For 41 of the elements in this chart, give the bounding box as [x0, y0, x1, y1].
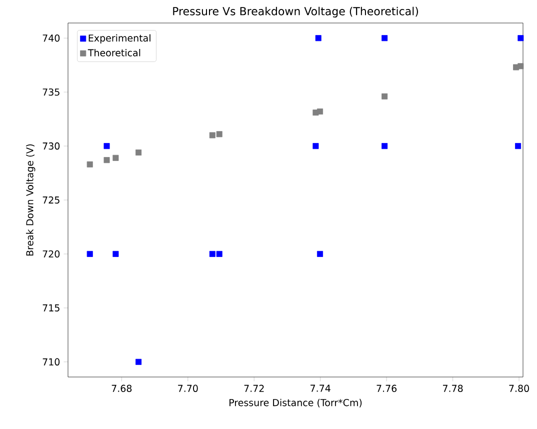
- point: [216, 131, 222, 138]
- point: [382, 143, 388, 150]
- y-tick-label: 735: [42, 88, 60, 96]
- y-tick-label: 720: [42, 250, 60, 258]
- x-axis-title: Pressure Distance (Torr*Cm): [230, 398, 362, 408]
- legend-label: Theoretical: [88, 49, 140, 56]
- point: [317, 250, 324, 257]
- point: [518, 35, 524, 42]
- point: [382, 35, 388, 42]
- point: [518, 63, 524, 70]
- point: [104, 143, 110, 150]
- point: [209, 132, 216, 138]
- y-tick-label: 740: [42, 34, 60, 42]
- y-tick-label: 710: [42, 358, 60, 366]
- legend-label: Experimental: [88, 34, 150, 44]
- point: [515, 143, 522, 150]
- point: [216, 250, 222, 257]
- chart-title: Pressure Vs Breakdown Voltage (Theoretical): [173, 6, 418, 18]
- y-axis-title: Break Down Voltage (V): [26, 144, 36, 256]
- y-tick-label: 725: [42, 196, 60, 204]
- point: [112, 250, 119, 257]
- x-tick-label: 7.76: [376, 384, 397, 392]
- x-tick-label: 7.74: [310, 384, 330, 392]
- x-tick-label: 7.78: [443, 384, 463, 392]
- x-tick-label: 7.80: [509, 384, 529, 392]
- point: [209, 250, 216, 257]
- point: [104, 157, 110, 164]
- point: [312, 143, 319, 150]
- point: [112, 154, 119, 161]
- point: [317, 108, 324, 114]
- x-tick-label: 7.70: [178, 384, 198, 392]
- point: [315, 35, 322, 42]
- point: [86, 250, 93, 257]
- x-tick-label: 7.68: [112, 384, 132, 392]
- y-tick-label: 730: [42, 142, 60, 150]
- point: [136, 150, 142, 156]
- point: [86, 161, 93, 168]
- y-tick-label: 715: [42, 304, 60, 312]
- point: [136, 358, 142, 365]
- x-tick-label: 7.72: [244, 384, 264, 392]
- point: [382, 93, 388, 100]
